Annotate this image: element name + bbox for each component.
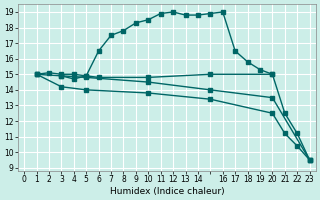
X-axis label: Humidex (Indice chaleur): Humidex (Indice chaleur) xyxy=(109,187,224,196)
